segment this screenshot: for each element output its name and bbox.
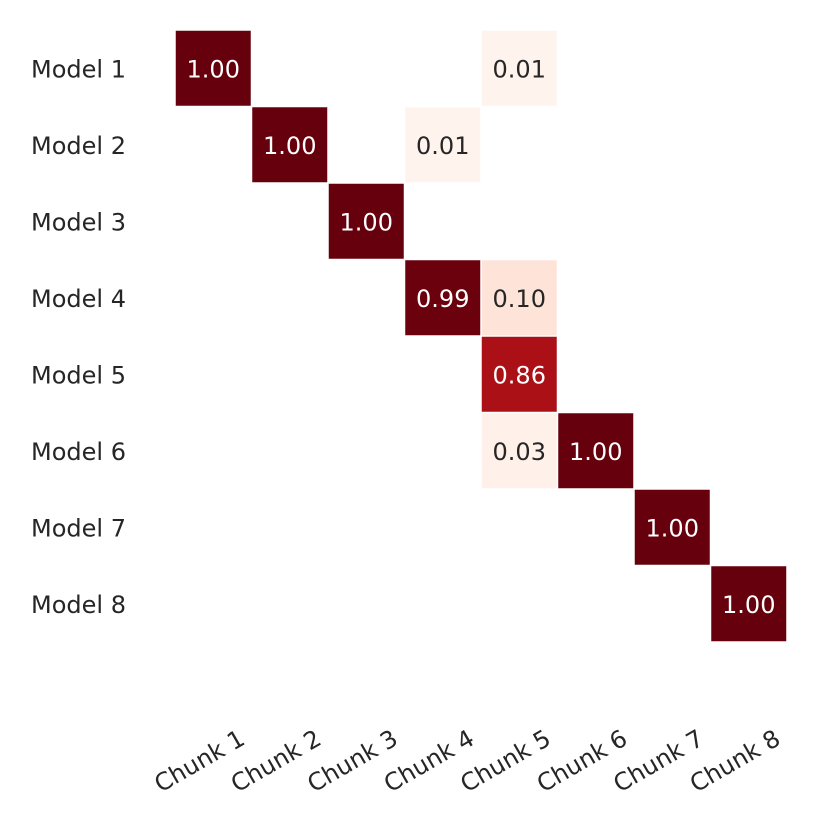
heatmap-cell-label: 0.86 (493, 361, 546, 389)
heatmap-cell-label: 1.00 (569, 438, 622, 466)
heatmap-cells: 1.00 0.01 1.00 0.01 1.00 0.99 0.10 0.86 0.03 1.00… (175, 30, 787, 642)
heatmap-cell-label: 1.00 (646, 514, 699, 542)
heatmap-cell-label: 1.00 (187, 55, 240, 83)
heatmap-cell-label: 1.00 (340, 208, 393, 236)
heatmap-cell (558, 413, 634, 489)
heatmap-cell (634, 489, 710, 565)
row-label: Model 2 (31, 132, 126, 160)
row-labels: Model 1 Model 2 Model 3 Model 4 Model 5 Model… (31, 55, 126, 619)
row-label: Model 3 (31, 208, 126, 236)
heatmap-cell-label: 0.01 (493, 55, 546, 83)
heatmap-cell (405, 260, 481, 336)
heatmap-cell (481, 336, 557, 412)
heatmap-cell-label: 1.00 (722, 591, 775, 619)
heatmap-cell-label: 0.03 (493, 438, 546, 466)
heatmap-cell (481, 260, 557, 336)
heatmap-cell-label: 0.99 (416, 285, 469, 313)
heatmap-cell (711, 566, 787, 642)
row-label: Model 8 (31, 591, 126, 619)
heatmap-cell-label: 1.00 (263, 132, 316, 160)
heatmap-cell (481, 30, 557, 106)
row-label: Model 1 (31, 55, 126, 83)
heatmap-cell (481, 413, 557, 489)
row-label: Model 5 (31, 361, 126, 389)
heatmap-cell (252, 107, 328, 183)
heatmap-cell-label: 0.01 (416, 132, 469, 160)
heatmap-cell (175, 30, 251, 106)
heatmap-cell-label: 0.10 (493, 285, 546, 313)
row-label: Model 7 (31, 514, 126, 542)
row-label: Model 4 (31, 285, 126, 313)
row-label: Model 6 (31, 438, 126, 466)
heatmap-cell (405, 107, 481, 183)
heatmap-cell (328, 183, 404, 259)
